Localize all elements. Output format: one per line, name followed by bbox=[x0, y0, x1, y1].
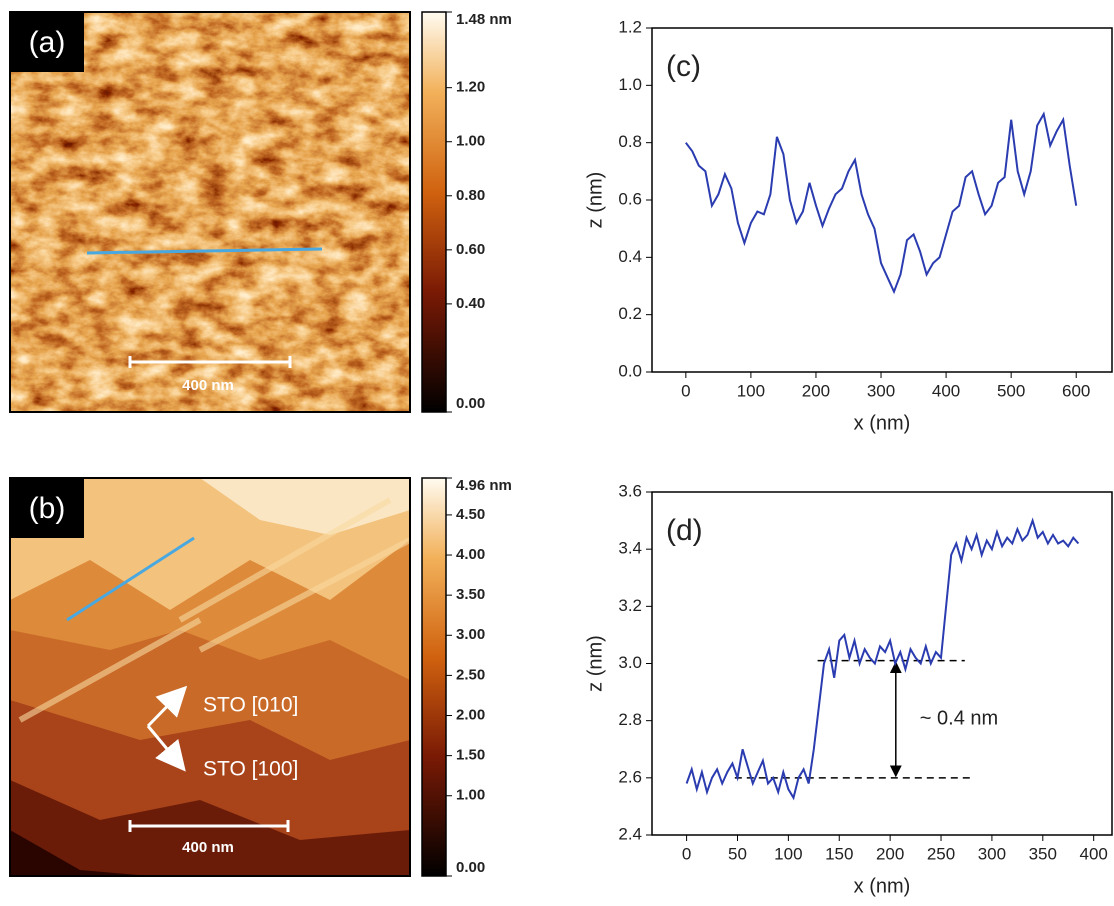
scale-bar bbox=[128, 820, 290, 832]
colorbar bbox=[421, 477, 447, 877]
colorbar bbox=[421, 11, 447, 413]
direction-label: STO [100] bbox=[203, 758, 298, 781]
y-tick-label: 0.2 bbox=[618, 304, 642, 323]
colorbar-tick-label: 0.00 bbox=[456, 859, 485, 876]
image-frame bbox=[9, 477, 411, 877]
scale-bar-label: 400 nm bbox=[182, 377, 234, 394]
x-axis-title: x (nm) bbox=[854, 875, 911, 897]
label-box bbox=[10, 478, 84, 538]
x-tick-label: 400 bbox=[1079, 844, 1107, 863]
x-tick-label: 50 bbox=[728, 844, 747, 863]
colorbar-tick-label: 3.50 bbox=[456, 586, 485, 603]
y-tick-label: 1.2 bbox=[618, 17, 642, 36]
x-tick-label: 300 bbox=[978, 844, 1006, 863]
y-tick-label: 2.8 bbox=[618, 710, 642, 729]
colorbar-tick-label: 4.00 bbox=[456, 546, 485, 563]
image-frame bbox=[9, 11, 411, 413]
colorbar-tick-label: 4.96 nm bbox=[456, 477, 512, 494]
label-box bbox=[10, 12, 84, 72]
y-tick-label: 2.4 bbox=[618, 824, 642, 843]
x-tick-label: 250 bbox=[927, 844, 955, 863]
plot-frame bbox=[651, 491, 1113, 836]
colorbar-tick-label: 1.48 nm bbox=[456, 11, 512, 28]
direction-arrow bbox=[146, 685, 188, 728]
direction-label: STO [010] bbox=[203, 694, 298, 717]
y-tick-label: 0.8 bbox=[618, 132, 642, 151]
step-annotation: ~ 0.4 nm bbox=[920, 708, 998, 730]
colorbar-tick-label: 0.80 bbox=[456, 187, 485, 204]
plot-frame bbox=[651, 27, 1113, 373]
colorbar-tick-label: 0.60 bbox=[456, 241, 485, 258]
x-tick-label: 500 bbox=[997, 381, 1025, 400]
x-tick-label: 200 bbox=[876, 844, 904, 863]
y-tick-label: 0.4 bbox=[618, 247, 642, 266]
y-axis-title: z (nm) bbox=[584, 172, 606, 229]
x-tick-label: 200 bbox=[802, 381, 830, 400]
panel-label: (c) bbox=[666, 50, 701, 83]
afm-overlay-b: (b) STO [010] STO [100] 400 nm bbox=[9, 477, 411, 877]
terrace bbox=[10, 830, 150, 876]
y-tick-label: 3.6 bbox=[618, 481, 642, 500]
y-tick-label: 3.0 bbox=[618, 653, 642, 672]
data-line bbox=[685, 517, 1080, 801]
colorbar-tick-label: 1.50 bbox=[456, 747, 485, 764]
data-line bbox=[685, 111, 1078, 295]
y-tick-label: 3.4 bbox=[618, 539, 642, 558]
panel-label: (b) bbox=[29, 492, 66, 525]
terrace bbox=[10, 780, 410, 876]
afm-texture bbox=[10, 12, 410, 412]
y-tick-label: 0.6 bbox=[618, 189, 642, 208]
y-tick-label: 1.0 bbox=[618, 75, 642, 94]
profile-line bbox=[66, 536, 195, 622]
scale-bar-label: 400 nm bbox=[182, 839, 234, 856]
y-tick-label: 3.2 bbox=[618, 596, 642, 615]
x-tick-label: 100 bbox=[774, 844, 802, 863]
scale-bar bbox=[128, 356, 292, 368]
x-tick-label: 300 bbox=[867, 381, 895, 400]
x-tick-label: 0 bbox=[681, 381, 690, 400]
y-tick-label: 2.6 bbox=[618, 767, 642, 786]
colorbar-tick-label: 2.50 bbox=[456, 666, 485, 683]
y-axis-title: z (nm) bbox=[584, 635, 606, 692]
afm-image-a: (a) 400 nm bbox=[9, 11, 411, 413]
x-tick-label: 100 bbox=[737, 381, 765, 400]
colorbar-tick-label: 3.00 bbox=[456, 626, 485, 643]
x-tick-label: 350 bbox=[1029, 844, 1057, 863]
colorbar-tick-label: 0.40 bbox=[456, 295, 485, 312]
afm-image-b bbox=[10, 478, 410, 876]
x-tick-label: 400 bbox=[932, 381, 960, 400]
colorbar-tick-label: 1.00 bbox=[456, 787, 485, 804]
x-tick-label: 0 bbox=[682, 844, 691, 863]
panel-label: (d) bbox=[666, 514, 703, 547]
profile-line bbox=[86, 247, 323, 255]
direction-arrow bbox=[146, 725, 186, 772]
colorbar-tick-label: 0.00 bbox=[456, 395, 485, 412]
colorbar-tick-label: 1.20 bbox=[456, 79, 485, 96]
x-tick-label: 150 bbox=[825, 844, 853, 863]
x-axis-title: x (nm) bbox=[854, 412, 911, 434]
y-tick-label: 0.0 bbox=[618, 361, 642, 380]
colorbar-tick-label: 2.00 bbox=[456, 706, 485, 723]
x-tick-label: 600 bbox=[1062, 381, 1090, 400]
colorbar-tick-label: 1.00 bbox=[456, 133, 485, 150]
step-edge bbox=[18, 497, 410, 723]
panel-label: (a) bbox=[29, 26, 66, 59]
colorbar-tick-label: 4.50 bbox=[456, 506, 485, 523]
